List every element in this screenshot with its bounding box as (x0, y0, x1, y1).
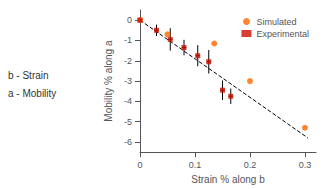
svg-text:-6: -6 (124, 137, 132, 147)
svg-text:0.2: 0.2 (244, 160, 257, 170)
svg-text:0.1: 0.1 (189, 160, 202, 170)
svg-text:Mobility % along a: Mobility % along a (103, 40, 114, 122)
svg-text:Simulated: Simulated (256, 17, 296, 27)
svg-text:Experimental: Experimental (256, 29, 309, 39)
svg-text:-5: -5 (124, 117, 132, 127)
svg-text:0.3: 0.3 (299, 160, 312, 170)
svg-text:-2: -2 (124, 56, 132, 66)
svg-text:0: 0 (137, 160, 142, 170)
svg-text:-3: -3 (124, 76, 132, 86)
svg-text:-1: -1 (124, 35, 132, 45)
svg-text:a - Mobility: a - Mobility (8, 88, 56, 99)
svg-text:-4: -4 (124, 96, 132, 106)
svg-text:b - Strain: b - Strain (8, 70, 49, 81)
svg-text:Strain % along b: Strain % along b (191, 174, 265, 185)
svg-text:0: 0 (127, 15, 132, 25)
